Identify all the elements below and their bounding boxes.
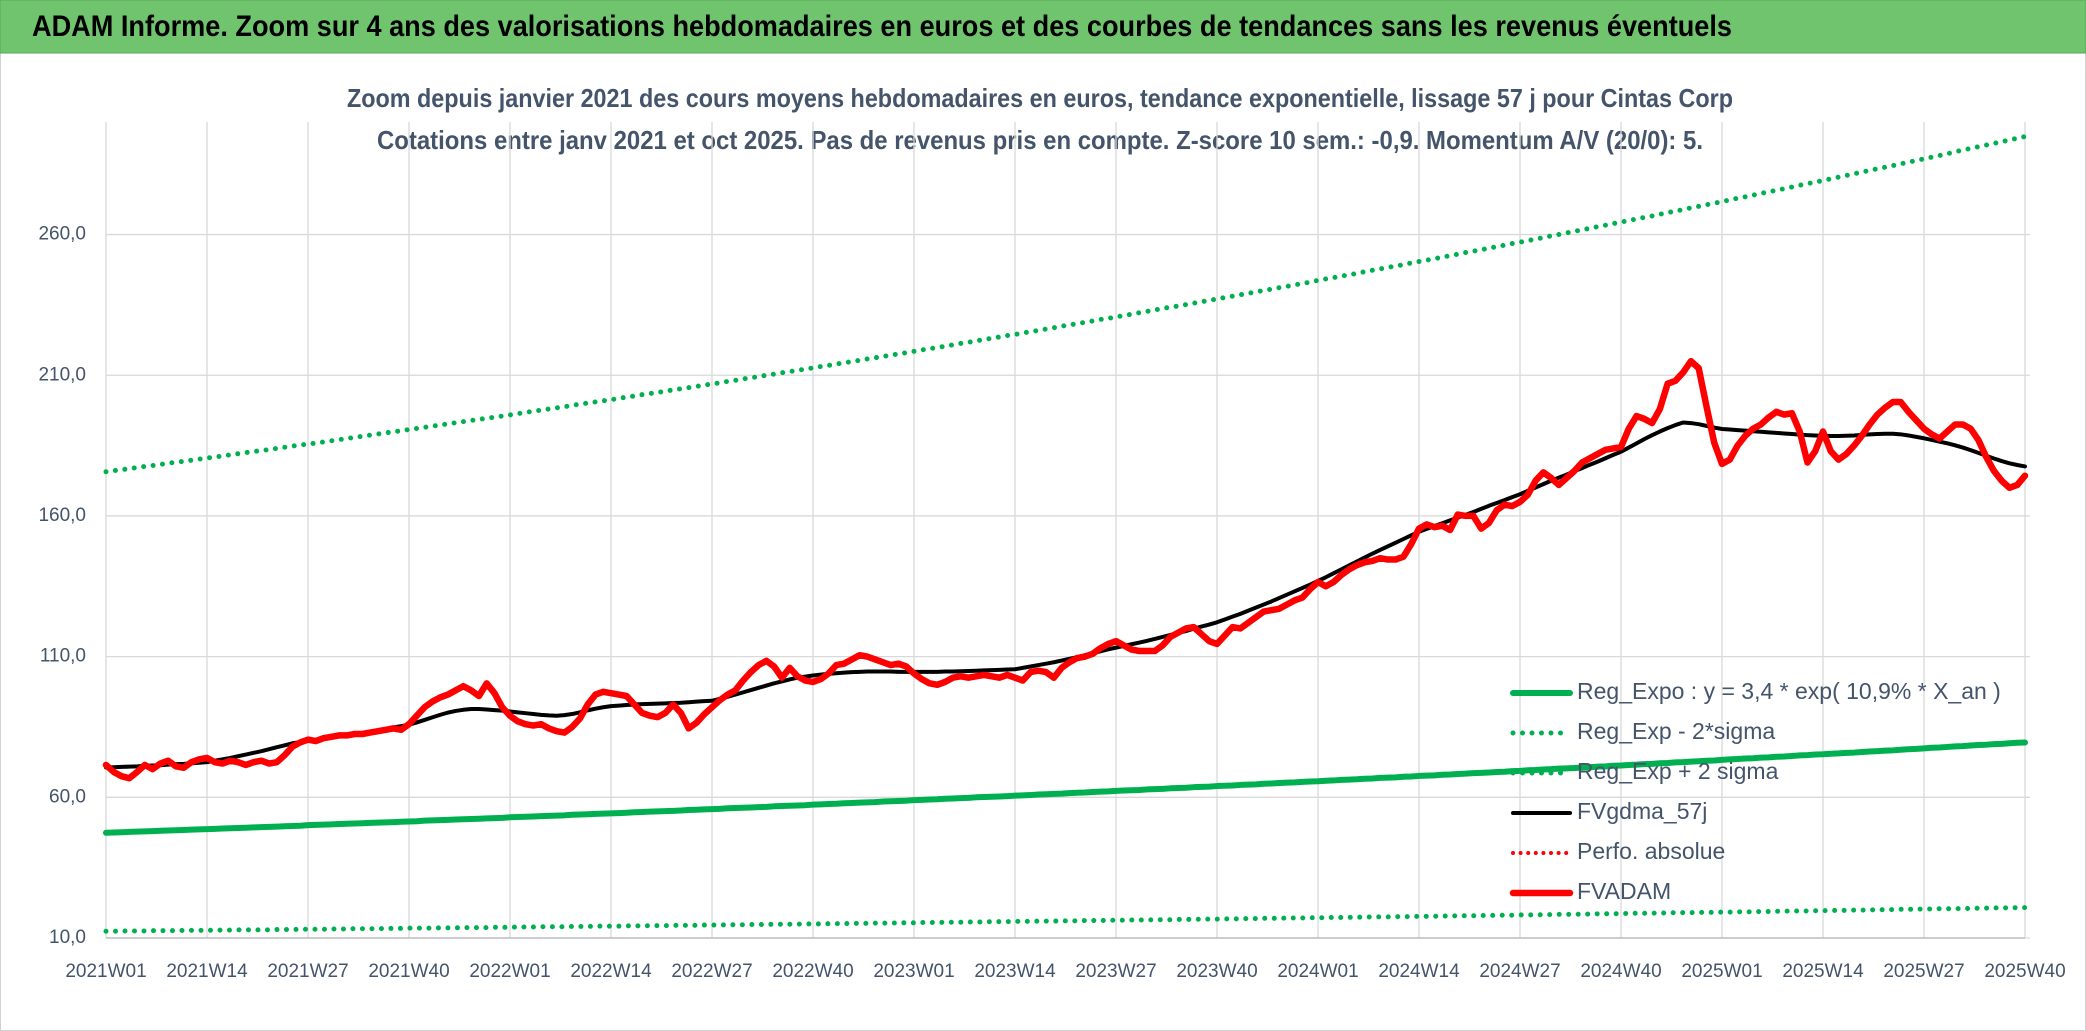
x-tick-label: 2024W01 bbox=[1277, 961, 1358, 982]
x-tick-label: 2021W40 bbox=[368, 961, 449, 982]
legend-label: Reg_Exp + 2 sigma bbox=[1577, 758, 1779, 784]
chart-title: Zoom depuis janvier 2021 des cours moyen… bbox=[347, 83, 1733, 113]
series-line bbox=[104, 420, 2027, 770]
legend-label: Reg_Expo : y = 3,4 * exp( 10,9% * X_an ) bbox=[1577, 678, 2001, 704]
x-tick-label: 2022W27 bbox=[671, 961, 752, 982]
header-title: ADAM Informe. Zoom sur 4 ans des valoris… bbox=[32, 10, 1732, 43]
legend-label: FVgdma_57j bbox=[1577, 798, 1707, 824]
series-line bbox=[103, 905, 2028, 934]
plot-lines bbox=[102, 134, 2029, 934]
series-line bbox=[103, 134, 2028, 475]
legend-label: Reg_Exp - 2*sigma bbox=[1577, 718, 1775, 744]
series-line bbox=[102, 357, 2029, 782]
y-tick-label: 10,0 bbox=[49, 927, 86, 948]
y-tick-label: 210,0 bbox=[38, 364, 86, 385]
y-tick-label: 260,0 bbox=[38, 224, 86, 245]
x-tick-label: 2022W01 bbox=[469, 961, 550, 982]
x-tick-label: 2025W14 bbox=[1782, 961, 1864, 982]
y-tick-label: 110,0 bbox=[40, 646, 86, 667]
x-tick-label: 2023W40 bbox=[1176, 961, 1257, 982]
x-tick-label: 2024W14 bbox=[1378, 961, 1460, 982]
grid: 10,0 60,0 110,0 160,0 210,0 260,0 2021W01 2021W… bbox=[38, 122, 2066, 982]
x-tick-label: 2025W27 bbox=[1883, 961, 1964, 982]
x-tick-label: 2025W40 bbox=[1984, 961, 2065, 982]
x-tick-label: 2021W01 bbox=[65, 961, 146, 982]
x-tick-label: 2023W27 bbox=[1075, 961, 1156, 982]
y-tick-label: 160,0 bbox=[38, 505, 86, 526]
legend-label: FVADAM bbox=[1577, 878, 1671, 904]
x-tick-label: 2022W40 bbox=[772, 961, 853, 982]
x-tick-label: 2021W27 bbox=[267, 961, 348, 982]
header-bar bbox=[0, 0, 2086, 54]
x-tick-label: 2021W14 bbox=[166, 961, 248, 982]
x-tick-label: 2022W14 bbox=[570, 961, 652, 982]
x-tick-label: 2025W01 bbox=[1681, 961, 1762, 982]
x-tick-label: 2024W40 bbox=[1580, 961, 1661, 982]
series-line bbox=[103, 739, 2028, 836]
x-tick-label: 2024W27 bbox=[1479, 961, 1560, 982]
chart-subtitle: Cotations entre janv 2021 et oct 2025. P… bbox=[377, 125, 1703, 155]
legend: Reg_Expo : y = 3,4 * exp( 10,9% * X_an )… bbox=[1509, 678, 2001, 904]
x-tick-label: 2023W01 bbox=[873, 961, 954, 982]
x-tick-label: 2023W14 bbox=[974, 961, 1056, 982]
y-tick-label: 60,0 bbox=[49, 786, 86, 807]
legend-label: Perfo. absolue bbox=[1577, 838, 1725, 864]
